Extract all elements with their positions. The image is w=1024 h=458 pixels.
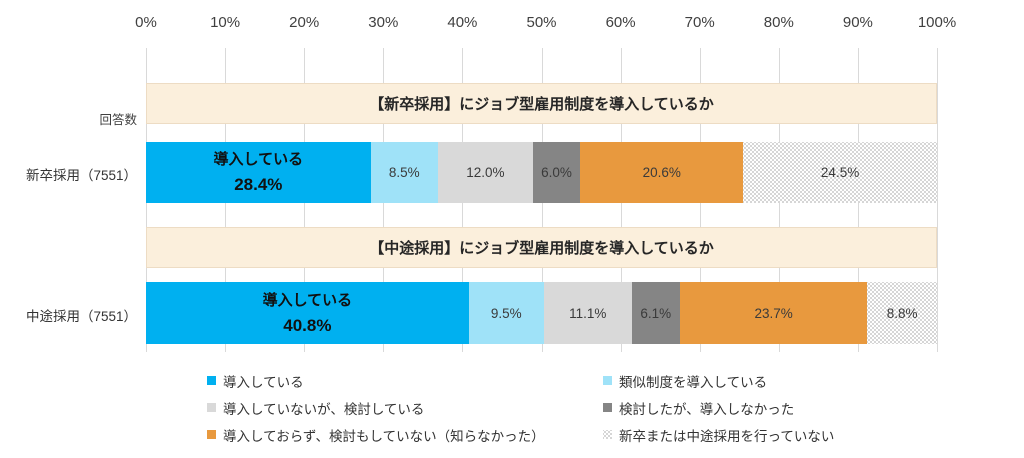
segment-value-label: 20.6% [642,165,681,180]
x-axis-tick-label: 80% [763,14,794,31]
legend-swatch-introduced [207,376,216,385]
x-axis-tick-label: 90% [842,14,873,31]
row-label-shinsotsu: 新卒採用（7551） [25,168,137,183]
chart-header-chuto: 【中途採用】にジョブ型雇用制度を導入しているか [146,227,937,268]
legend-swatch-no_hiring [603,430,612,439]
bar-segment-considering: 11.1% [543,282,632,344]
segment-name-label: 導入している [213,151,304,168]
legend-swatch-not_introduced_unknown [207,430,216,439]
segment-value-label: 8.8% [886,305,918,321]
legend-label: 検討したが、導入しなかった [619,401,795,417]
segment-value-label: 23.7% [754,305,793,321]
segment-value-label: 12.0% [466,165,505,180]
legend-label: 導入しておらず、検討もしていない（知らなかった） [223,428,545,444]
legend-item: 新卒または中途採用を行っていない [603,421,834,448]
legend-label: 導入している [223,374,304,390]
bar-segment-similar: 9.5% [468,282,544,344]
segment-name-label: 導入している [262,291,353,309]
bar-segment-considered_not_introduced: 6.0% [532,142,581,203]
x-axis-tick-label: 20% [289,14,320,31]
x-axis-tick-label: 10% [210,14,241,31]
bar-segment-no_hiring: 8.8% [867,282,937,344]
segment-value-label: 28.4% [234,175,283,194]
legend-label: 類似制度を導入している [619,374,768,390]
bar-segment-no_hiring: 24.5% [743,142,937,203]
x-axis-tick-label: 40% [447,14,478,31]
legend-swatch-considered_not_introduced [603,403,612,412]
legend-item: 導入している [207,367,603,394]
x-axis-tick-label: 30% [368,14,399,31]
legend: 導入している導入していないが、検討している導入しておらず、検討もしていない（知ら… [207,367,834,448]
legend-item: 検討したが、導入しなかった [603,394,834,421]
legend-item: 類似制度を導入している [603,367,834,394]
stacked-bar-shinsotsu: 導入している 28.4% 8.5% 12.0% 6.0% 20.6% 24.5% [146,142,937,203]
segment-value-label: 8.5% [388,165,420,180]
bar-segment-considering: 12.0% [437,142,533,203]
x-axis-tick-label: 70% [684,14,715,31]
legend-item: 導入していないが、検討している [207,394,603,421]
responses-label: 回答数 [99,113,137,127]
legend-swatch-considering [207,403,216,412]
gridline [937,48,938,352]
chart-title-shinsotsu: 【新卒採用】にジョブ型雇用制度を導入しているか [369,96,714,113]
chart-title-chuto: 【中途採用】にジョブ型雇用制度を導入しているか [369,240,714,257]
x-axis-tick-label: 100% [917,14,957,31]
legend-item: 導入しておらず、検討もしていない（知らなかった） [207,421,603,448]
segment-value-label: 6.0% [541,165,572,180]
bar-segment-introduced: 導入している 40.8% [146,282,469,344]
segment-value-label: 24.5% [820,165,860,180]
x-axis-tick-label: 0% [135,14,157,31]
row-label-chuto: 中途採用（7551） [25,309,137,324]
bar-segment-similar: 8.5% [370,142,438,203]
x-axis-tick-label: 50% [526,14,557,31]
bar-segment-not_introduced_unknown: 23.7% [679,282,868,344]
bar-segment-introduced: 導入している 28.4% [146,142,371,203]
x-axis-tick-label: 60% [605,14,636,31]
segment-value-label: 9.5% [490,305,522,321]
segment-value-label: 6.1% [640,305,672,321]
stacked-bar-chuto: 導入している 40.8% 9.5% 11.1% 6.1% 23.7% 8.8% [146,282,937,344]
bar-segment-not_introduced_unknown: 20.6% [580,142,744,203]
segment-value-label: 11.1% [569,305,607,321]
legend-label: 新卒または中途採用を行っていない [619,428,835,444]
chart-header-shinsotsu: 【新卒採用】にジョブ型雇用制度を導入しているか [146,83,937,124]
legend-swatch-similar [603,376,612,385]
segment-value-label: 40.8% [283,315,332,335]
legend-label: 導入していないが、検討している [223,401,425,417]
bar-segment-considered_not_introduced: 6.1% [631,282,680,344]
